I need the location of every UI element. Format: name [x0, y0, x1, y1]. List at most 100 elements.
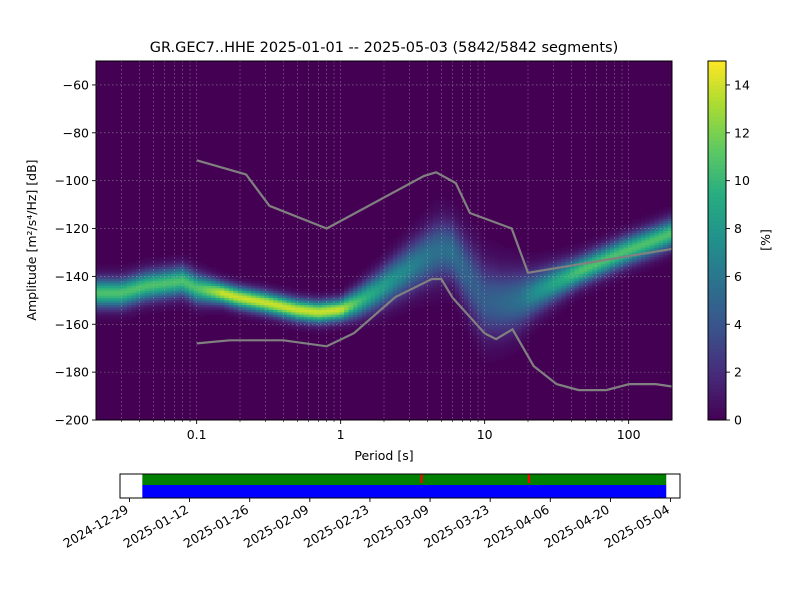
heatmap-cell: [171, 285, 177, 289]
heatmap-cell: [370, 276, 376, 280]
heatmap-cell: [477, 317, 482, 320]
heatmap-cell: [561, 300, 567, 304]
heatmap-cell: [423, 233, 429, 237]
heatmap-cell: [547, 295, 553, 299]
heatmap-cell: [135, 300, 141, 304]
heatmap-cell: [410, 293, 416, 296]
heatmap-cell: [494, 271, 500, 275]
heatmap-cell: [193, 259, 199, 263]
heatmap-cell: [158, 293, 163, 296]
heatmap-cell: [197, 300, 203, 304]
heatmap-cell: [313, 314, 318, 318]
heatmap-cell: [561, 269, 567, 273]
heatmap-cell: [211, 312, 217, 316]
heatmap-cell: [348, 326, 354, 330]
heatmap-cell: [485, 252, 491, 256]
heatmap-cell: [561, 252, 567, 256]
heatmap-cell: [446, 278, 451, 282]
heatmap-cell: [308, 302, 314, 306]
heatmap-cell: [592, 257, 598, 261]
heatmap-cell: [220, 288, 225, 292]
heatmap-cell: [277, 288, 283, 292]
heatmap-cell: [468, 238, 474, 241]
heatmap-cell: [264, 312, 270, 316]
heatmap-cell: [224, 281, 230, 284]
heatmap-cell: [313, 312, 318, 316]
heatmap-cell: [499, 357, 505, 361]
heatmap-cell: [468, 221, 474, 225]
heatmap-cell: [153, 300, 159, 304]
heatmap-cell: [184, 274, 190, 277]
heatmap-cell: [366, 285, 372, 289]
heatmap-cell: [175, 307, 181, 311]
heatmap-cell: [286, 326, 292, 330]
heatmap-cell: [153, 274, 159, 277]
heatmap-cell: [441, 278, 447, 282]
heatmap-cell: [352, 324, 358, 328]
heatmap-cell: [636, 250, 642, 253]
heatmap-cell: [454, 278, 460, 282]
heatmap-cell: [521, 276, 527, 280]
heatmap-cell: [441, 257, 447, 261]
gap-marker: [527, 474, 531, 483]
heatmap-cell: [539, 271, 544, 275]
heatmap-cell: [375, 295, 380, 299]
heatmap-cell: [131, 290, 137, 294]
heatmap-cell: [592, 285, 598, 289]
heatmap-cell: [423, 252, 429, 256]
heatmap-cell: [516, 297, 522, 301]
heatmap-cell: [290, 293, 296, 296]
heatmap-cell: [667, 257, 673, 261]
heatmap-cell: [450, 218, 456, 222]
heatmap-cell: [477, 348, 482, 351]
heatmap-cell: [423, 242, 429, 246]
heatmap-cell: [485, 357, 491, 361]
heatmap-cell: [534, 271, 540, 275]
heatmap-cell: [485, 254, 491, 258]
heatmap-cell: [379, 254, 385, 258]
heatmap-cell: [472, 309, 478, 313]
heatmap-cell: [131, 269, 137, 273]
heatmap-cell: [499, 247, 505, 251]
heatmap-cell: [206, 266, 212, 270]
heatmap-cell: [339, 312, 345, 316]
colorbar-segment: [708, 248, 726, 253]
plot-area: [96, 61, 673, 420]
heatmap-cell: [259, 314, 265, 318]
heatmap-cell: [237, 290, 243, 294]
heatmap-cell: [326, 331, 332, 335]
heatmap-cell: [525, 262, 531, 265]
heatmap-cell: [330, 305, 336, 308]
heatmap-cell: [446, 223, 451, 227]
heatmap-cell: [166, 302, 172, 306]
heatmap-cell: [246, 319, 252, 323]
heatmap-cell: [131, 305, 137, 308]
heatmap-cell: [166, 281, 172, 284]
heatmap-cell: [485, 309, 491, 313]
heatmap-cell: [370, 302, 376, 306]
heatmap-cell: [158, 302, 163, 306]
heatmap-cell: [494, 288, 500, 292]
heatmap-cell: [428, 214, 434, 217]
heatmap-cell: [574, 293, 580, 296]
heatmap-cell: [485, 305, 491, 308]
heatmap-cell: [215, 288, 221, 292]
heatmap-cell: [525, 278, 531, 282]
heatmap-cell: [388, 242, 394, 246]
heatmap-cell: [259, 312, 265, 316]
heatmap-cell: [512, 343, 518, 347]
heatmap-cell: [317, 321, 323, 325]
heatmap-cell: [534, 276, 540, 280]
heatmap-cell: [463, 221, 469, 225]
heatmap-cell: [339, 317, 345, 320]
heatmap-cell: [140, 264, 146, 268]
heatmap-cell: [539, 317, 544, 320]
heatmap-cell: [401, 269, 407, 273]
heatmap-cell: [384, 269, 389, 273]
heatmap-cell: [530, 259, 536, 263]
heatmap-cell: [335, 297, 341, 301]
heatmap-cell: [627, 266, 633, 270]
heatmap-cell: [149, 264, 154, 268]
heatmap-cell: [428, 276, 434, 280]
